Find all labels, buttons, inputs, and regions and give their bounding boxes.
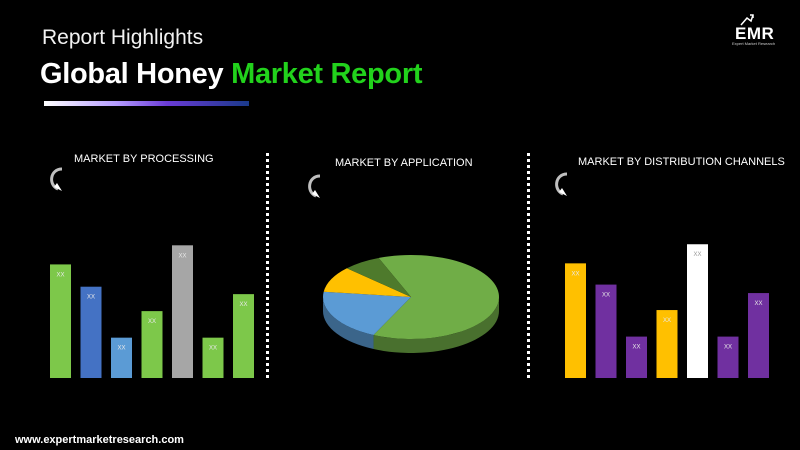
distribution-bar-5 — [687, 244, 708, 378]
distribution-bar-label-2: XX — [602, 293, 610, 299]
distribution-bar-1 — [565, 263, 586, 378]
distribution-bar-label-5: XX — [693, 252, 701, 258]
logo-tagline: Expert Market Research — [732, 41, 776, 46]
distribution-bar-2 — [595, 284, 617, 378]
distribution-bar-7 — [748, 293, 769, 378]
pie-slice-1 — [373, 255, 499, 339]
distribution-bar-label-4: XX — [663, 318, 671, 324]
distribution-bar-label-7: XX — [754, 301, 762, 307]
pie-slice-4 — [346, 257, 411, 297]
title-underline — [44, 101, 249, 106]
distribution-bar-label-1: XX — [571, 271, 579, 277]
distribution-bar-3 — [626, 336, 647, 378]
distribution-bar-label-3: XX — [632, 345, 640, 351]
circular-arrow-icon — [308, 174, 321, 198]
divider-right — [527, 153, 530, 378]
processing-bar-label-5: XX — [178, 253, 186, 259]
globe-icon — [740, 14, 754, 26]
pie-side-2 — [323, 297, 374, 350]
processing-bar-7 — [233, 294, 254, 378]
distribution-bar-6 — [717, 336, 739, 378]
distribution-bar-label-6: XX — [724, 345, 732, 351]
report-highlights-label: Report Highlights — [42, 26, 204, 49]
circular-arrow-icon — [555, 172, 568, 196]
pie-side-1 — [373, 297, 499, 353]
processing-bar-label-1: XX — [56, 272, 64, 278]
logo-text: EMR — [735, 24, 775, 43]
distribution-bar-chart: XX XX XX XX XX XX XX — [565, 244, 769, 378]
divider-left — [266, 153, 269, 378]
processing-bar-4 — [141, 311, 163, 378]
page-title: Global Honey Market Report — [40, 58, 422, 91]
processing-bar-label-4: XX — [148, 319, 156, 325]
processing-bar-6 — [202, 337, 224, 378]
title-main: Global Honey — [40, 58, 224, 90]
processing-bar-label-3: XX — [117, 346, 125, 352]
title-accent: Market Report — [231, 58, 423, 90]
pie-slice-3 — [323, 268, 411, 297]
processing-bar-3 — [111, 337, 132, 378]
circular-arrow-icon — [50, 167, 63, 191]
application-title: MARKET BY APPLICATION — [335, 157, 473, 169]
processing-bar-label-7: XX — [239, 302, 247, 308]
pie-slice-2 — [323, 291, 411, 336]
footer-url: www.expertmarketresearch.com — [15, 434, 184, 446]
processing-bar-label-2: XX — [87, 295, 95, 301]
distribution-title: MARKET BY DISTRIBUTION CHANNELS — [578, 156, 785, 168]
distribution-bar-4 — [656, 310, 678, 378]
processing-bar-5 — [172, 245, 193, 378]
emr-logo: EMR Expert Market Research — [732, 14, 784, 52]
processing-bar-1 — [50, 264, 71, 378]
processing-bar-label-6: XX — [209, 346, 217, 352]
processing-bar-2 — [80, 286, 102, 378]
processing-title: MARKET BY PROCESSING — [74, 153, 214, 165]
application-pie-chart — [323, 255, 499, 353]
processing-bar-chart: XX XX XX XX XX XX XX — [50, 245, 254, 378]
